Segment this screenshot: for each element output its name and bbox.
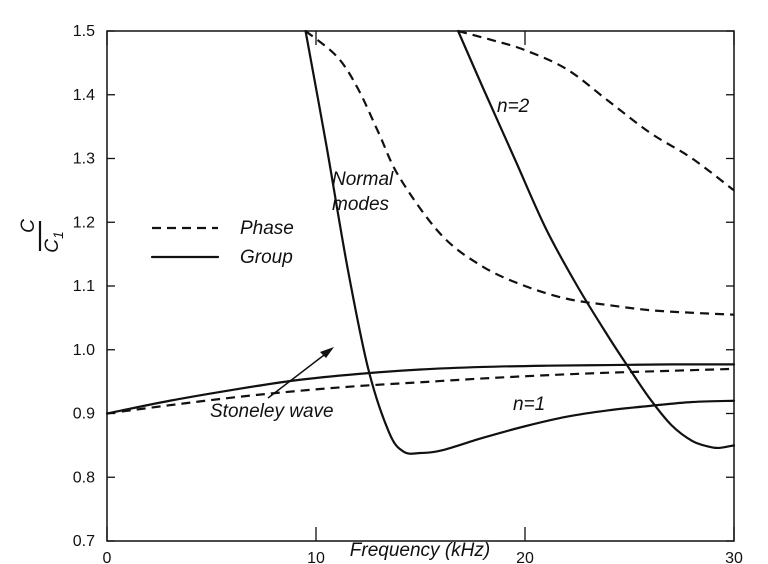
legend-group-label: Group [240,247,293,268]
y-axis-label-numerator: C [18,219,39,233]
group-curve-3 [304,29,736,455]
y-tick-label: 0.9 [73,406,95,423]
annotation-n1: n=1 [513,394,545,415]
x-tick-label: 20 [516,550,534,564]
y-tick-label: 1.4 [73,87,95,104]
group-curve-5 [457,29,736,450]
x-axis-label: Frequency (kHz) [350,540,490,561]
y-tick-label: 1.1 [73,278,95,295]
phase-curve-4 [457,29,735,192]
phase-curve-2 [304,30,735,316]
chart-curves [105,29,736,455]
y-tick-label: 0.7 [73,533,95,550]
y-tick-label: 0.8 [73,469,95,486]
x-tick-label: 30 [725,550,743,564]
y-tick-label: 1.2 [73,214,95,231]
x-tick-label: 0 [103,550,112,564]
phase-curve-0 [106,367,735,415]
y-axis-label: C C1 [18,219,66,253]
stoneley-arrow [267,347,334,399]
y-tick-label: 1.5 [73,23,95,40]
x-tick-label: 10 [307,550,325,564]
legend-phase-label: Phase [240,218,294,239]
y-tick-label: 1.3 [73,151,95,168]
annotation-modes: modes [332,194,390,215]
legend: Phase Group [150,218,294,268]
plot-frame [106,30,735,542]
annotation-stoneley: Stoneley wave [210,401,334,422]
annotation-normal: Normal [332,169,394,190]
y-axis-label-denominator: C1 [42,231,66,253]
y-tick-label: 1.0 [73,342,95,359]
annotation-n2: n=2 [497,96,530,117]
axis-ticks: 0.7 0.8 0.9 1.0 1.1 1.2 1.3 1.4 1.5 0 10 20 30 [73,23,743,564]
